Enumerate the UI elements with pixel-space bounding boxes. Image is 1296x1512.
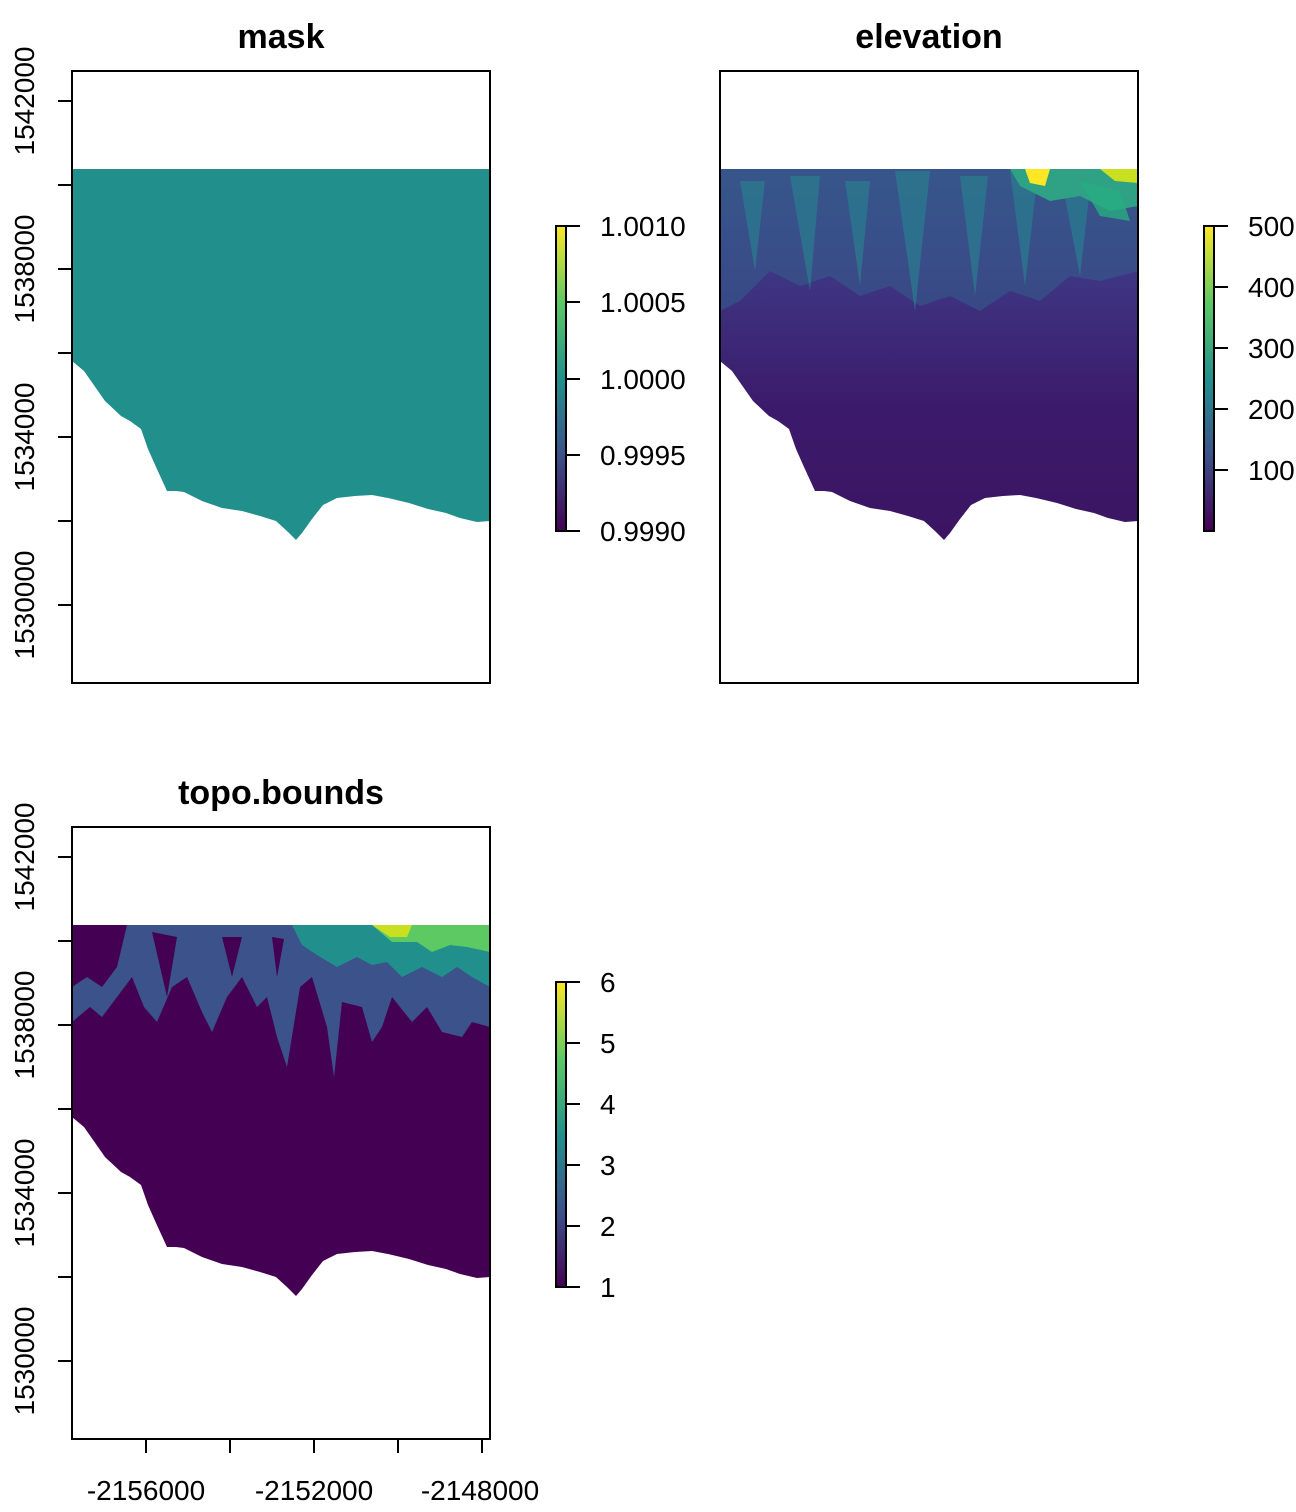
y-tick-label: 1538000 [9,214,40,323]
legend-tick-label: 0.9990 [600,516,686,547]
x-axis [145,1439,483,1453]
legend-tick-label: 0.9995 [600,440,686,471]
panel-title: mask [238,18,325,56]
legend-tick-label: 1.0005 [600,287,686,318]
map-area [72,169,490,540]
y-tick-label: 1530000 [9,550,40,659]
legend-tick-label: 400 [1248,272,1295,303]
legend-tick-label: 300 [1248,333,1295,364]
y-tick-label: 1534000 [9,1138,40,1247]
y-tick-label: 1542000 [9,802,40,911]
y-tick-label: 1542000 [9,46,40,155]
legend-colorbar [555,981,567,1288]
legend-tick-label: 1.0000 [600,364,686,395]
legend-tick-label: 500 [1248,211,1295,242]
panel-mask: mask 1530000 1534000 1538000 1542000 [9,18,686,684]
legend: 6 5 4 3 2 1 [555,967,616,1303]
y-tick-label: 1534000 [9,382,40,491]
legend: 1.0010 1.0005 1.0000 0.9995 0.9990 [555,211,686,547]
panel-elevation: elevation 500 4 [719,18,1295,684]
legend-tick-label: 4 [600,1089,616,1120]
legend-tick-label: 1 [600,1272,616,1303]
panel-title: elevation [855,18,1002,56]
map-area [720,169,1138,540]
x-tick-label: -2148000 [421,1475,539,1506]
x-tick-label: -2156000 [87,1475,205,1506]
plot-frame [71,826,491,1440]
legend-tick-label: 5 [600,1028,616,1059]
y-axis [58,100,72,606]
y-axis [58,856,72,1362]
legend-tick-label: 1.0010 [600,211,686,242]
mask-raster [72,169,490,540]
legend-tick-label: 200 [1248,394,1295,425]
legend-tick-label: 3 [600,1150,616,1181]
plot-frame [71,70,491,684]
legend-tick-label: 2 [600,1211,616,1242]
panel-title: topo.bounds [178,774,384,812]
panel-topo-bounds: topo.bounds 1530000 1 5 3 [9,774,616,1506]
y-tick-label: 1530000 [9,1306,40,1415]
y-tick-label: 1538000 [9,970,40,1079]
map-area [72,925,490,1296]
plot-frame [719,70,1139,684]
x-tick-label: -2152000 [255,1475,373,1506]
legend-tick-label: 100 [1248,455,1295,486]
legend: 500 400 300 200 100 [1203,211,1295,532]
legend-colorbar [1203,225,1215,532]
legend-colorbar [555,225,567,532]
topo-bounds-raster [72,925,490,1296]
elevation-raster [720,169,1138,540]
legend-tick-label: 6 [600,967,616,998]
